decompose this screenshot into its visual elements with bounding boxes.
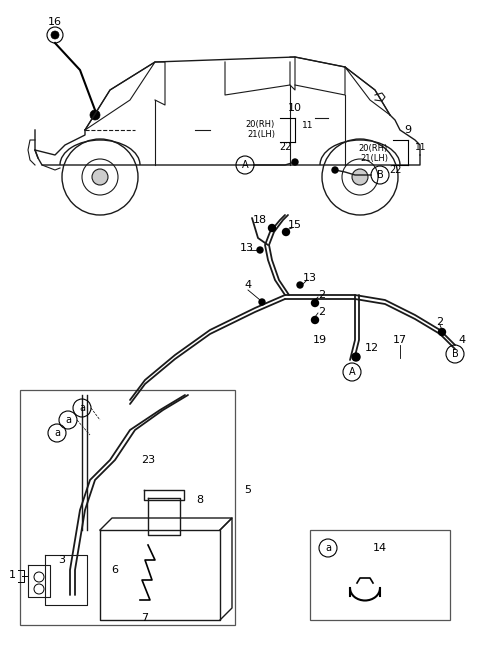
Circle shape <box>268 224 276 232</box>
Circle shape <box>312 316 319 323</box>
Text: 8: 8 <box>196 495 204 505</box>
Text: 4: 4 <box>244 280 252 290</box>
Circle shape <box>312 300 319 306</box>
Text: 7: 7 <box>142 613 149 623</box>
Text: 23: 23 <box>141 455 155 465</box>
Text: a: a <box>325 543 331 553</box>
Text: A: A <box>348 367 355 377</box>
Text: 11: 11 <box>415 144 427 152</box>
Circle shape <box>283 228 289 236</box>
Text: 10: 10 <box>288 103 302 113</box>
Text: 21(LH): 21(LH) <box>247 131 275 140</box>
Circle shape <box>297 282 303 288</box>
Text: 19: 19 <box>313 335 327 345</box>
Text: 22: 22 <box>279 142 291 152</box>
Circle shape <box>51 31 59 39</box>
Text: B: B <box>452 349 458 359</box>
Text: 20(RH): 20(RH) <box>246 121 275 129</box>
Circle shape <box>332 167 338 173</box>
Text: 11: 11 <box>302 121 313 129</box>
Circle shape <box>292 159 298 165</box>
Text: 1: 1 <box>9 570 15 580</box>
Text: B: B <box>377 170 384 180</box>
Text: 13: 13 <box>303 273 317 283</box>
Text: 2: 2 <box>318 290 325 300</box>
Text: 2: 2 <box>318 307 325 317</box>
Text: 21(LH): 21(LH) <box>360 154 388 163</box>
Text: a: a <box>79 403 85 413</box>
Circle shape <box>259 299 265 305</box>
Bar <box>310 530 450 620</box>
Text: 6: 6 <box>111 565 119 575</box>
Circle shape <box>439 329 445 335</box>
Text: 9: 9 <box>405 125 411 135</box>
Text: 14: 14 <box>373 543 387 553</box>
Circle shape <box>90 110 100 120</box>
Bar <box>20 390 235 625</box>
Text: 5: 5 <box>244 485 252 495</box>
Text: 12: 12 <box>365 343 379 353</box>
Text: a: a <box>54 428 60 438</box>
Text: 3: 3 <box>59 555 65 565</box>
Text: A: A <box>242 160 248 170</box>
Text: 2: 2 <box>436 317 444 327</box>
Circle shape <box>352 169 368 185</box>
Circle shape <box>92 169 108 185</box>
Text: 20(RH): 20(RH) <box>359 144 388 152</box>
Circle shape <box>352 353 360 361</box>
Text: 18: 18 <box>253 215 267 225</box>
Text: a: a <box>65 415 71 425</box>
Text: 22: 22 <box>389 165 401 175</box>
Text: 15: 15 <box>288 220 302 230</box>
Circle shape <box>257 247 263 253</box>
Text: 17: 17 <box>393 335 407 345</box>
Text: 13: 13 <box>240 243 254 253</box>
Text: 16: 16 <box>48 17 62 27</box>
Text: 4: 4 <box>458 335 466 345</box>
